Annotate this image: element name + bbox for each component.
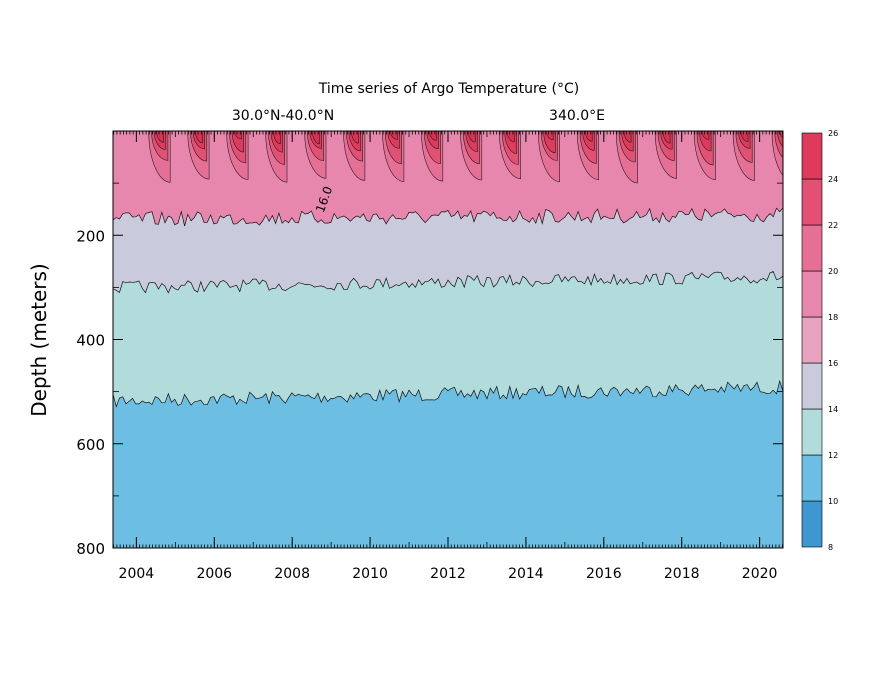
y-tick-label-800: 800: [76, 540, 105, 558]
colorbar-swatch-20: [801, 224, 823, 272]
x-tick-label-2012: 2012: [430, 566, 466, 582]
y-axis-label: Depth (meters): [27, 263, 51, 416]
colorbar-label-12: 12: [828, 451, 838, 460]
x-tick-label-2020: 2020: [742, 566, 778, 582]
colorbar-swatch-24: [801, 132, 823, 180]
colorbar-label-22: 22: [828, 221, 838, 230]
colorbar-label-20: 20: [828, 267, 838, 276]
colorbar-swatch-8: [801, 500, 823, 548]
contour-lines: 16.0: [113, 184, 783, 408]
warm-lobe-2012-3: [467, 131, 476, 143]
isotherm-12: [113, 379, 783, 408]
y-tick-label-600: 600: [76, 436, 105, 454]
warm-lobe-2010-3: [390, 131, 398, 140]
colorbar-swatch-14: [801, 362, 823, 410]
axes: 2004 2006 2008 2010 2012 2014 2016 2018 2020 200 4…: [76, 130, 784, 582]
warm-lobe-2016-3: [623, 131, 632, 143]
warm-lobe-2014-3: [545, 131, 554, 141]
temperature-band-10-12: [113, 381, 783, 548]
x-tick-label-2004: 2004: [119, 566, 155, 582]
chart-title: Time series of Argo Temperature (°C): [318, 81, 579, 97]
x-tick-label-2006: 2006: [196, 566, 232, 582]
colorbar-label-16: 16: [828, 359, 838, 368]
x-tick-label-2014: 2014: [508, 566, 544, 582]
warm-lobe-2007-3: [273, 131, 281, 145]
colorbar-label-8: 8: [828, 543, 833, 552]
colorbar-label-26: 26: [828, 129, 838, 138]
colorbar-label-10: 10: [828, 497, 838, 506]
colorbar: 8 10 12 14 16 18 20 22 24 26: [801, 129, 838, 552]
warm-lobe-2005-3: [195, 131, 203, 144]
chart-subtitle-longitude: 340.0°E: [549, 108, 605, 124]
colorbar-label-14: 14: [828, 405, 838, 414]
isotherm-16: [113, 207, 783, 227]
warm-lobe-2009-3: [351, 131, 359, 144]
x-tick-label-2008: 2008: [274, 566, 310, 582]
chart-subtitle-latitude: 30.0°N-40.0°N: [232, 108, 334, 124]
colorbar-label-24: 24: [828, 175, 838, 184]
y-tick-label-400: 400: [76, 332, 105, 350]
temperature-band-14-16: [113, 207, 783, 293]
colorbar-swatch-12: [801, 408, 823, 456]
x-tick-label-2010: 2010: [352, 566, 388, 582]
warm-lobe-2008-3: [312, 131, 320, 145]
colorbar-swatch-10: [801, 454, 823, 502]
isotherm-14: [113, 271, 783, 294]
x-tick-label-2016: 2016: [586, 566, 622, 582]
colorbar-swatch-18: [801, 270, 823, 318]
plot-area: [113, 131, 783, 548]
warm-lobe-2018-3: [701, 131, 710, 140]
colorbar-label-18: 18: [828, 313, 838, 322]
colorbar-swatch-16: [801, 316, 823, 364]
colorbar-swatch-22: [801, 178, 823, 226]
temperature-band-12-14: [113, 271, 783, 407]
y-tick-label-200: 200: [76, 227, 105, 245]
x-tick-label-2018: 2018: [664, 566, 700, 582]
